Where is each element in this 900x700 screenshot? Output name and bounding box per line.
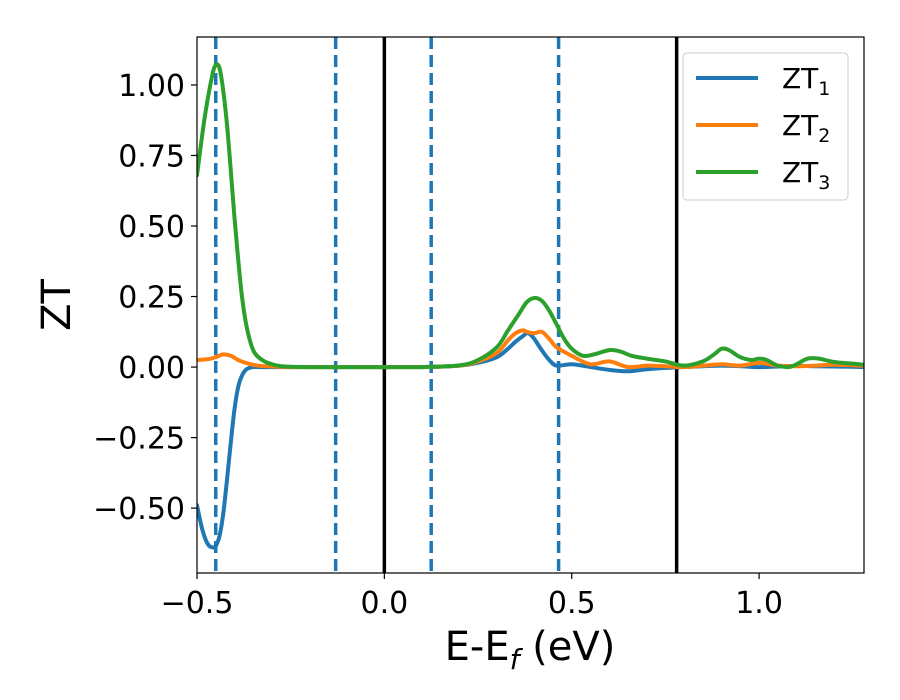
x-axis-title: E-Ef (eV) (445, 624, 616, 676)
x-tick-label-1: 0.0 (361, 586, 409, 621)
y-tick-label-0: 1.00 (118, 69, 185, 104)
legend-label-main: ZT (782, 62, 819, 95)
reference-lines (213, 37, 679, 573)
legend-label-subscript: 1 (818, 78, 830, 100)
y-tick-label-3: 0.25 (118, 281, 185, 316)
series-line-zt3 (197, 62, 864, 370)
x-axis-title-unit: (eV) (519, 624, 615, 670)
y-tick-label-5: −0.25 (93, 422, 185, 457)
y-tick-label-4: 0.00 (118, 351, 185, 386)
legend-label-zt3: ZT3 (782, 156, 830, 194)
x-tick-label-3: 1.0 (735, 586, 783, 621)
series-group (197, 62, 864, 550)
legend-label-subscript: 2 (818, 125, 830, 147)
plot-frame (196, 36, 865, 574)
y-axis-title: ZT (34, 279, 80, 331)
y-tick-label-1: 0.75 (118, 139, 185, 174)
series-line-zt2 (197, 328, 864, 370)
y-tick-label-6: −0.50 (93, 492, 185, 527)
legend-label-main: ZT (782, 156, 819, 189)
y-axis: 1.00 0.75 0.50 0.25 0.00 −0.25 −0.50 (93, 69, 197, 527)
legend-label-main: ZT (782, 109, 819, 142)
y-tick-label-2: 0.50 (118, 210, 185, 245)
x-axis: −0.5 0.0 0.5 1.0 (161, 573, 783, 621)
x-axis-title-main: E-E (445, 624, 510, 670)
legend-label-zt2: ZT2 (782, 109, 830, 147)
x-tick-label-2: 0.5 (548, 586, 596, 621)
legend-label-subscript: 3 (818, 172, 830, 194)
legend-label-zt1: ZT1 (782, 62, 830, 100)
x-tick-label-0: −0.5 (161, 586, 234, 621)
legend-box (682, 52, 849, 201)
